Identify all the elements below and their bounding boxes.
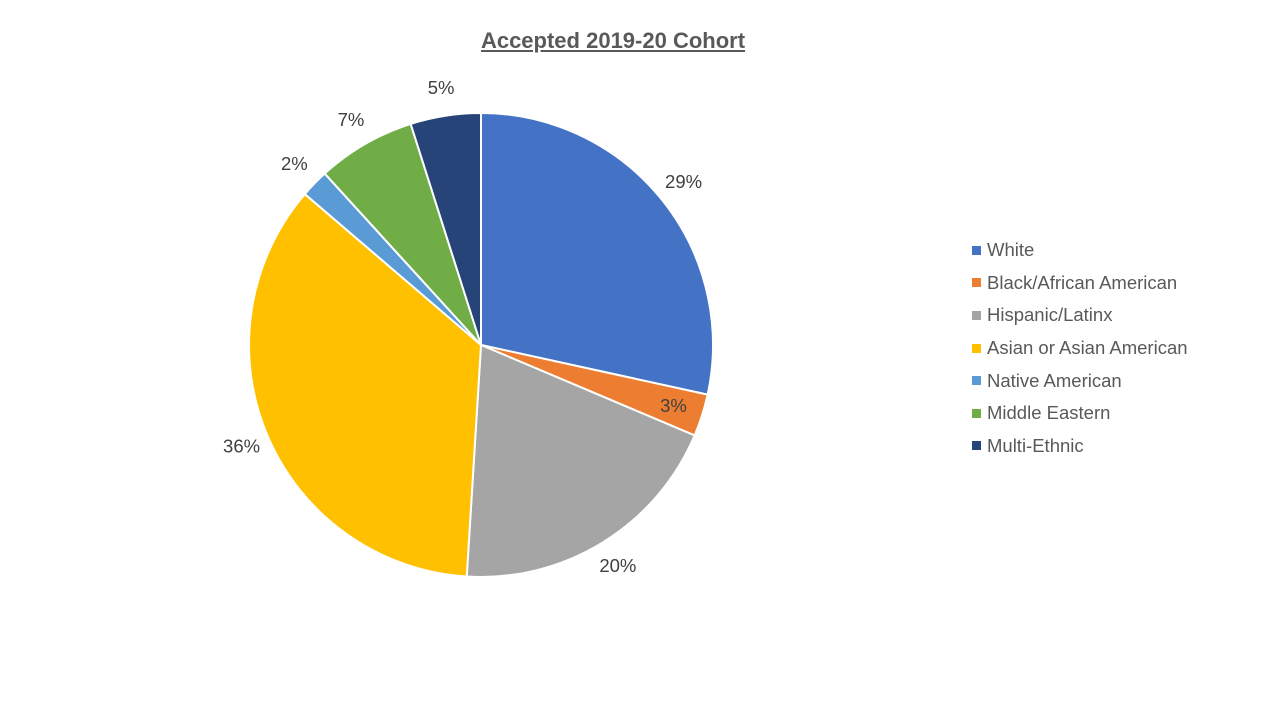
data-label: 3% (660, 395, 687, 416)
legend-swatch (972, 408, 981, 418)
pie-slice-asian-or-asian-american (248, 192, 483, 578)
legend-label: Native American (987, 369, 1122, 391)
legend-item: Black/African American (972, 267, 1188, 300)
pie-slice-white (480, 111, 714, 396)
legend-item: Native American (972, 364, 1188, 397)
legend-label: White (987, 239, 1035, 261)
legend-item: Hispanic/Latinx (972, 299, 1188, 332)
legend-swatch (972, 245, 981, 255)
pie-slice-hispanic-latinx (465, 343, 696, 578)
legend-label: Multi-Ethnic (987, 434, 1084, 456)
data-label: 36% (223, 435, 260, 456)
legend-item: White (972, 234, 1188, 267)
chart-title: Accepted 2019-20 Cohort (480, 28, 746, 53)
legend-item: Multi-Ethnic (972, 430, 1188, 463)
data-label: 29% (665, 171, 702, 192)
legend-label: Hispanic/Latinx (987, 304, 1113, 326)
data-label: 5% (428, 77, 455, 98)
legend-swatch (972, 441, 981, 451)
legend-label: Middle Eastern (987, 402, 1111, 424)
legend-swatch (972, 376, 981, 386)
legend-swatch (972, 310, 981, 320)
data-label: 7% (338, 109, 365, 130)
legend: White Black/African American Hispanic/Lati… (972, 234, 1188, 462)
legend-label: Asian or Asian American (987, 337, 1188, 359)
legend-label: Black/African American (987, 271, 1178, 293)
data-label: 2% (281, 153, 308, 174)
legend-swatch (972, 343, 981, 353)
legend-item: Middle Eastern (972, 397, 1188, 430)
pie-slice-multi-ethnic (409, 111, 482, 346)
legend-item: Asian or Asian American (972, 332, 1188, 365)
data-label: 20% (599, 555, 636, 576)
legend-swatch (972, 278, 981, 288)
